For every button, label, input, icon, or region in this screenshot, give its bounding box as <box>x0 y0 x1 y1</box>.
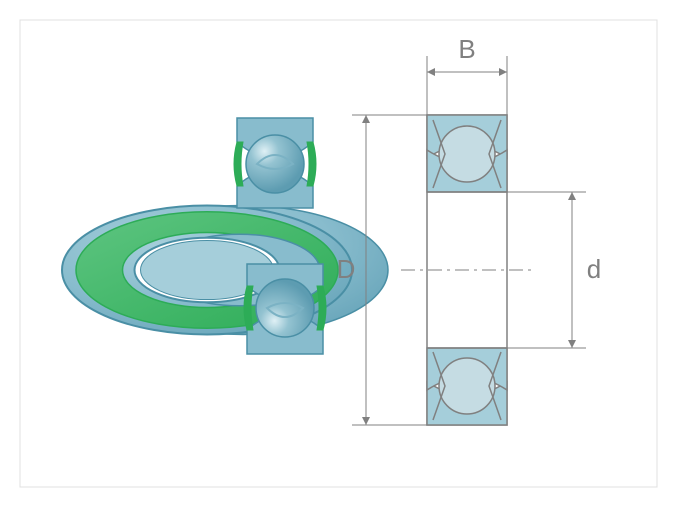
schematic-ball <box>439 358 495 414</box>
ball-element <box>246 135 304 193</box>
dim-label-d: d <box>587 254 601 284</box>
dim-label-B: B <box>458 34 475 64</box>
bearing-2d-schematic: B Dd <box>337 34 602 425</box>
dim-label-D: D <box>337 254 356 284</box>
schematic-ball <box>439 126 495 182</box>
ball-element <box>256 279 314 337</box>
bearing-3d-cutaway <box>62 118 388 354</box>
